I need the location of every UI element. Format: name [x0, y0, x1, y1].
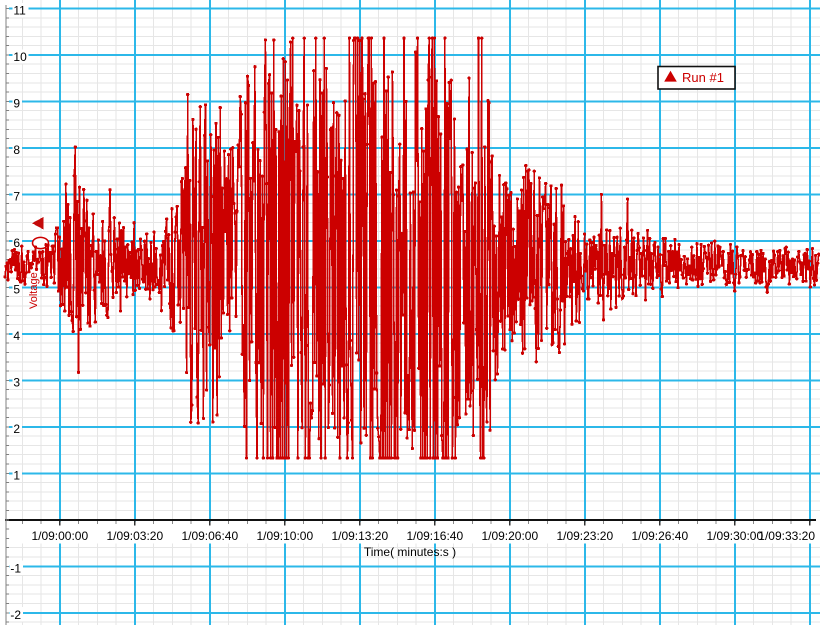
svg-text:7: 7	[13, 190, 20, 204]
svg-text:5: 5	[13, 283, 20, 297]
svg-text:1: 1	[13, 469, 20, 483]
svg-text:6: 6	[13, 236, 20, 250]
svg-text:3: 3	[13, 376, 20, 390]
svg-text:9: 9	[13, 97, 20, 111]
svg-text:1/09:33:20: 1/09:33:20	[758, 529, 815, 543]
svg-text:Time( minutes:s ): Time( minutes:s )	[364, 545, 456, 559]
svg-text:Run #1: Run #1	[682, 70, 724, 85]
svg-text:-2: -2	[10, 608, 21, 622]
svg-text:1/09:06:40: 1/09:06:40	[181, 529, 238, 543]
svg-text:10: 10	[13, 50, 27, 64]
svg-text:11: 11	[13, 4, 26, 18]
svg-text:1/09:13:20: 1/09:13:20	[331, 529, 388, 543]
svg-text:1/09:16:40: 1/09:16:40	[406, 529, 463, 543]
svg-text:1/09:23:20: 1/09:23:20	[556, 529, 613, 543]
svg-text:1/09:30:00: 1/09:30:00	[706, 529, 763, 543]
svg-text:1/09:20:00: 1/09:20:00	[481, 529, 538, 543]
svg-text:2: 2	[13, 422, 20, 436]
svg-text:-1: -1	[10, 562, 21, 576]
svg-text:8: 8	[13, 143, 20, 157]
svg-text:1/09:10:00: 1/09:10:00	[256, 529, 313, 543]
svg-text:1/09:00:00: 1/09:00:00	[31, 529, 88, 543]
svg-text:1/09:26:40: 1/09:26:40	[631, 529, 688, 543]
svg-text:1/09:03:20: 1/09:03:20	[106, 529, 163, 543]
svg-text:4: 4	[13, 329, 20, 343]
svg-text:Voltage: Voltage	[28, 272, 40, 309]
